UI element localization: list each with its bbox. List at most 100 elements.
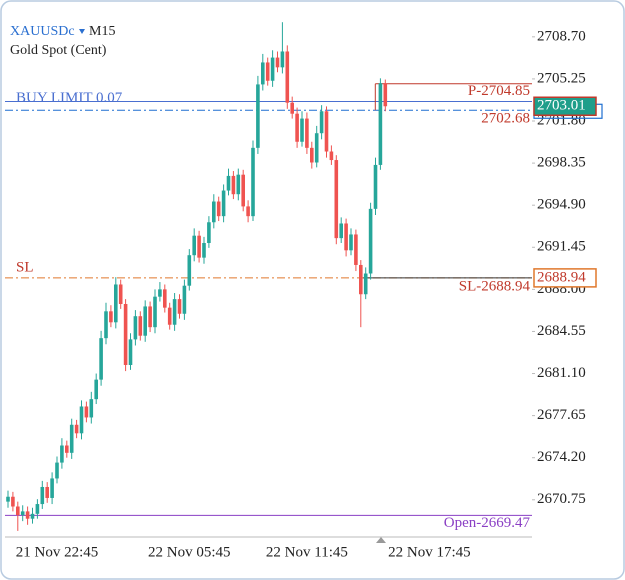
candle-body [310,147,314,163]
order-price-label: 2702.68 [481,111,530,127]
y-tick-label: 2705.25 [537,70,586,86]
candle-body [138,316,143,336]
candle-body [89,399,94,418]
candle-body [270,57,275,81]
candle-body [319,111,324,134]
candle-body [50,478,54,498]
candle-body [349,234,353,251]
candle-body [246,206,250,217]
stop-loss-label: SL-2688.94 [459,278,531,294]
candle-body [148,306,152,328]
candle-body [123,303,128,365]
buy-limit-label: BUY LIMIT 0.07 [16,90,123,106]
candle-body [295,113,299,142]
candle-body [290,102,294,114]
candle-body [60,445,64,463]
candle-body [74,424,79,434]
candle-body [221,190,226,217]
candle-body [118,284,123,304]
x-tick-label: 22 Nov 17:45 [388,544,471,560]
candle-body [334,160,339,239]
candle-body [275,57,280,68]
candle-body [226,175,231,191]
candle-body [69,424,74,453]
candle-body [216,201,221,217]
candle-body [265,62,270,81]
candle-body [25,511,30,519]
candle-body [378,83,383,165]
y-tick-label: 2674.20 [537,449,586,465]
candle-body [94,379,98,400]
x-tick-label: 22 Nov 11:45 [266,544,348,560]
candle-body [285,51,290,103]
candle-body [197,235,201,258]
candle-body [40,486,45,505]
y-tick-label: 2708.70 [537,28,586,44]
candle-body [30,513,35,519]
bid-tag-label: 2703.01 [537,98,586,114]
y-tick-label: 2670.75 [537,491,586,507]
y-tick-label: 2691.45 [537,239,586,255]
y-tick-label: 2681.10 [537,365,586,381]
symbol-dropdown-icon[interactable] [79,29,85,34]
candle-body [329,151,334,161]
candle-body [172,299,177,325]
candle-body [104,311,108,339]
candle-body [359,264,363,295]
symbol[interactable]: XAUUSDc [10,24,75,39]
candle-body [344,223,348,251]
candle-body [251,147,255,217]
candle-body [368,208,373,274]
candle-body [373,164,378,209]
candle-body [167,307,172,325]
candle-body [109,311,113,323]
candle-body [256,84,260,148]
candle-body [236,174,241,195]
candle-body [79,406,84,434]
candle-body [324,111,329,152]
candle-body [202,243,206,258]
x-tick-label: 21 Nov 22:45 [16,544,99,560]
candle-body [231,175,236,195]
candle-body [158,289,162,297]
candle-body [241,174,245,207]
y-tick-label: 2701.80 [537,112,586,128]
candle-body [212,201,216,223]
candle-body [280,51,285,68]
candle-body [114,284,118,323]
candle-body [55,462,59,479]
bid-tag-box [533,96,597,117]
current-time-marker [376,537,386,543]
candle-body [339,223,343,239]
candle-body [207,222,211,244]
candle-body [182,285,187,314]
candle-body [65,445,69,453]
candle-body [84,406,89,418]
y-tick-label: 2684.55 [537,323,586,339]
candle-body [99,338,103,380]
candle-body [192,235,196,256]
candle-body [35,504,40,514]
subtitle: Gold Spot (Cent) [10,43,107,58]
stop-loss-short-label: SL [16,259,34,275]
candle-body [261,62,265,85]
x-tick-label: 22 Nov 05:45 [148,544,231,560]
candle-body [143,306,147,336]
y-tick-label: 2677.65 [537,407,586,423]
take-profit-label: P-2704.85 [468,83,530,99]
candle-body [11,496,15,507]
timeframe: M15 [89,24,115,39]
candle-body [305,118,309,148]
candle-body [300,118,304,142]
stop-loss-tag-label: 2688.94 [537,269,586,285]
candle-body [45,486,49,498]
y-tick-label: 2694.90 [537,197,586,213]
candle-body [187,255,192,286]
candle-body [363,273,368,295]
candle-body [177,299,182,314]
candle-body [354,234,358,265]
candle-body [133,316,138,340]
candle-body [20,511,25,516]
